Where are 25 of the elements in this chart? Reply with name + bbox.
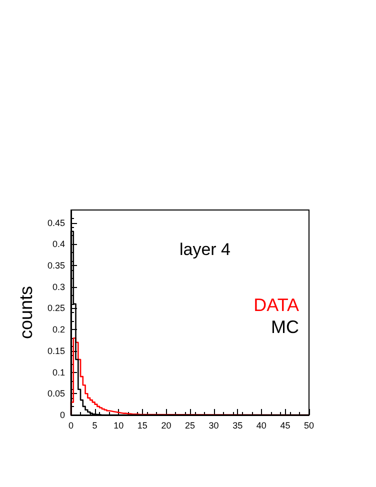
x-tick-label: 35 [232,420,243,430]
x-tick-label: 45 [280,420,290,430]
y-tick-label: 0 [60,410,65,420]
x-tick-label: 15 [137,420,148,430]
y-tick-label: 0.4 [52,239,65,250]
x-tick-label: 40 [256,420,266,430]
y-tick-label: 0.45 [47,218,65,228]
x-tick-label: 20 [161,420,172,430]
y-tick-label: 0.1 [52,367,65,378]
x-tick-label: 30 [208,420,219,430]
y-tick-label: 0.05 [47,388,65,399]
y-tick-label: 0.35 [47,260,65,271]
x-tick-label: 5 [92,420,98,430]
y-tick-label: 0.2 [52,324,65,335]
text: layer 4 [179,240,231,259]
y-axis-title: counts [16,286,36,340]
text: DATA [254,295,299,315]
y-tick-label: 0.15 [47,346,65,356]
x-tick-label: 25 [184,420,196,430]
x-tick-label: 0 [68,420,74,430]
text: MC [271,317,299,337]
x-tick-label: 10 [114,420,124,430]
y-tick-label: 0.25 [47,303,65,314]
y-tick-label: 0.3 [52,282,65,292]
x-tick-label: 50 [304,420,314,430]
